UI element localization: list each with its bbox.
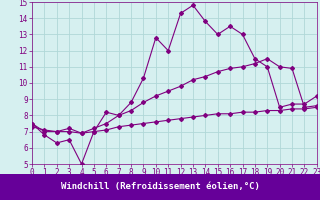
Text: Windchill (Refroidissement éolien,°C): Windchill (Refroidissement éolien,°C) (60, 182, 260, 192)
